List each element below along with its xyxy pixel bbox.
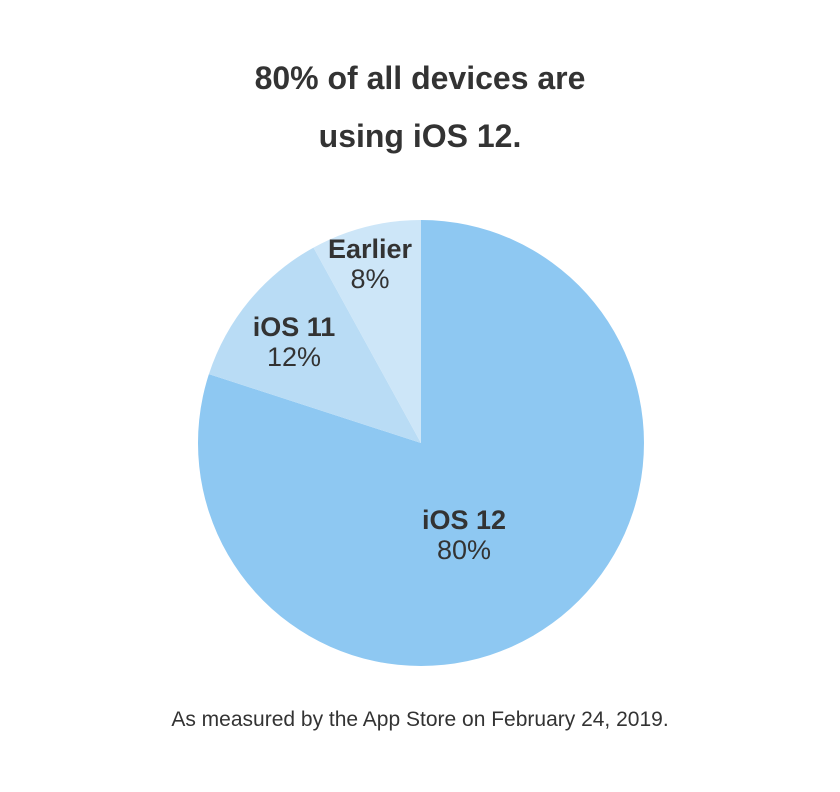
footnote: As measured by the App Store on February… <box>171 708 669 731</box>
slice-ios11 <box>208 247 421 443</box>
label-earlier-value: 8% <box>350 264 390 294</box>
slice-earlier <box>313 220 421 443</box>
label-ios11-value: 12% <box>266 342 322 372</box>
label-earlier: Earlier 8% <box>310 234 430 294</box>
chart-title-line1: 80% of all devices are <box>254 60 586 96</box>
label-ios11: iOS 11 12% <box>234 312 354 372</box>
label-ios12: iOS 12 80% <box>400 505 528 565</box>
label-earlier-name: Earlier <box>327 234 413 264</box>
label-ios12-value: 80% <box>436 535 492 565</box>
label-ios11-name: iOS 11 <box>252 312 336 342</box>
slice-ios12 <box>197 220 644 667</box>
label-ios12-name: iOS 12 <box>421 505 507 535</box>
chart-title-line2: using iOS 12. <box>318 118 522 154</box>
